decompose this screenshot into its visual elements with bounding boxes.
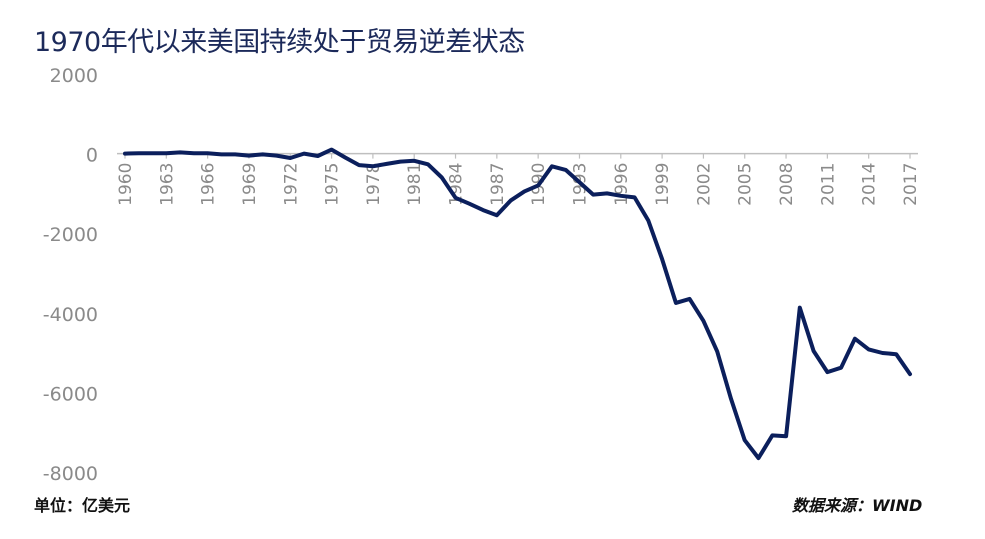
x-tick-label: 2008 [777, 163, 797, 206]
x-tick-label: 1981 [405, 163, 425, 206]
y-tick-label: 2000 [50, 65, 98, 87]
y-tick-label: -8000 [43, 463, 98, 485]
x-tick-label: 2014 [860, 163, 880, 206]
series-group [123, 147, 912, 461]
x-tick-label: 2005 [736, 163, 756, 206]
x-tick-label: 2002 [694, 163, 714, 206]
y-tick-label: 0 [86, 145, 98, 167]
unit-label: 单位：亿美元 [34, 496, 131, 515]
x-tick-label: 1978 [364, 163, 384, 206]
x-tick-label: 1960 [116, 163, 136, 206]
y-tick-label: -4000 [43, 304, 98, 326]
y-tick-label: -6000 [43, 383, 98, 405]
x-tick-label: 1972 [281, 163, 301, 206]
x-tick-label: 1963 [157, 163, 177, 206]
x-tick-label: 1996 [612, 163, 632, 206]
chart-title: 1970年代以来美国持续处于贸易逆差状态 [34, 27, 525, 58]
source-label: 数据来源：WIND [792, 496, 923, 515]
x-tick-label: 2017 [901, 163, 921, 206]
y-axis: 2000 0 -2000 -4000 -6000 -8000 [43, 65, 98, 485]
x-tick-label: 1987 [488, 163, 508, 206]
y-tick-label: -2000 [43, 224, 98, 246]
x-tick-label: 1966 [199, 163, 219, 206]
x-tick-label: 1969 [240, 163, 260, 206]
x-tick-label: 1975 [323, 163, 343, 206]
x-axis: 1960 1963 1966 1969 1972 1975 1978 1981 1984 1987… [116, 152, 921, 206]
series-line [123, 147, 912, 461]
x-tick-label: 1999 [653, 163, 673, 206]
x-tick-label: 2011 [818, 163, 838, 206]
